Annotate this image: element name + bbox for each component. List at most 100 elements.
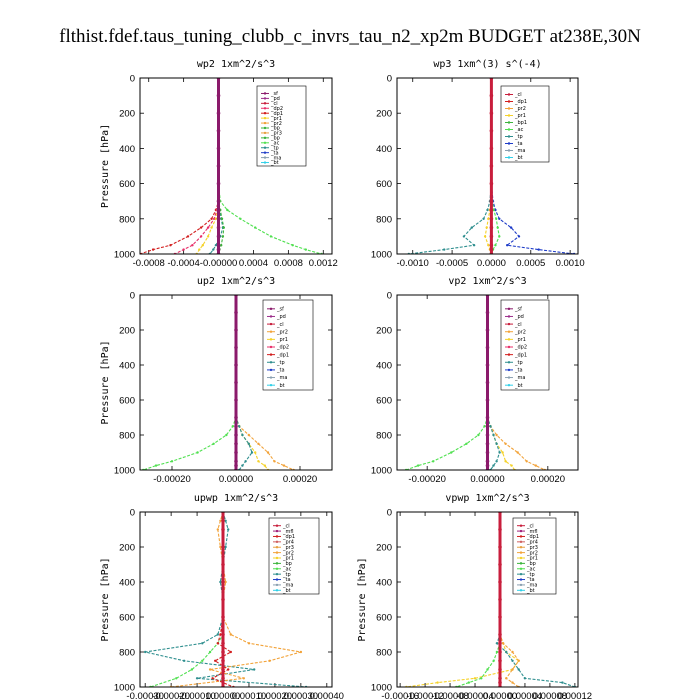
series-point-sf [216, 225, 221, 230]
series-point-sf [234, 433, 238, 437]
legend-marker [507, 128, 511, 131]
legend-label: _cl [270, 101, 278, 107]
legend-marker [507, 368, 511, 372]
series-point-ta [509, 226, 513, 229]
y-tick-label: 1000 [371, 250, 392, 261]
legend-marker [275, 562, 279, 565]
x-tick-label: 0.00000 [483, 691, 517, 700]
legend-label: _ta [282, 577, 291, 583]
series-point-pr2 [282, 464, 286, 467]
y-axis-label: Pressure [hPa] [357, 557, 368, 641]
series-point-tp [495, 642, 499, 645]
series-point-cl [221, 676, 225, 681]
series-point-ac [175, 677, 178, 680]
series-point-pr2 [257, 442, 260, 445]
x-tick-label: 0.00020 [258, 691, 292, 700]
series-point-tp [486, 208, 489, 212]
series-point-sf [485, 345, 490, 350]
series-point-pr1 [485, 226, 488, 229]
x-tick-label: 0.0010 [556, 258, 585, 269]
y-tick-label: 1000 [114, 683, 135, 694]
series-point-pr1 [501, 451, 504, 454]
legend-marker [519, 556, 523, 560]
series-point-cl [489, 225, 494, 230]
figure-title: flthist.fdef.taus_tuning_clubb_c_invrs_t… [59, 26, 641, 47]
x-tick-label: 0.0008 [274, 258, 303, 269]
series-point-cl [489, 234, 494, 239]
series-point-cl [221, 632, 225, 637]
series-point-tp [470, 226, 473, 229]
series-point-pr1 [201, 244, 204, 247]
series-point-tp [523, 677, 527, 680]
legend-label: _bp [270, 136, 280, 142]
legend-marker [269, 361, 273, 364]
series-point-ac [304, 248, 307, 251]
series-point-pr2 [229, 633, 232, 636]
series-point-sf [485, 424, 490, 429]
panel-3: up2 1xm^2/s^3 Pressure [hPa] 0 200 400 600 800… [100, 276, 333, 485]
series-point-tp [219, 580, 222, 584]
legend-label: _cl [282, 523, 290, 529]
series-line-pr1 [406, 512, 520, 687]
legend-marker [519, 583, 523, 587]
y-tick-label: 600 [376, 179, 392, 190]
legend-label: _ac [514, 127, 524, 133]
x-tick-label: -0.00020 [153, 474, 191, 485]
x-tick-label: 0.00000 [219, 474, 253, 485]
legend-label: _ac [270, 141, 280, 147]
legend: _cl_mfl_dp1_pr4_pr3_pr2_pr1_bp_ac_tp_ta_… [512, 517, 557, 595]
legend-label: _ta [270, 150, 279, 156]
series-point-ac [486, 668, 489, 671]
series-point-sf [485, 328, 490, 332]
series-point-tp [241, 464, 244, 467]
legend-marker [275, 567, 279, 570]
legend-label: _sf [514, 307, 522, 313]
series-group [140, 78, 323, 254]
x-tick-label: -0.00012 [406, 691, 444, 700]
series-point-pr2 [219, 545, 222, 549]
series-line-ac [150, 512, 224, 687]
series-point-sf [216, 208, 221, 212]
legend-marker [263, 92, 267, 95]
series-point-pr1 [473, 677, 477, 680]
panel-title: wp3 1xm^(3) s^(-4) [433, 59, 541, 70]
x-tick-label: 0.00030 [284, 691, 318, 700]
legend-label: _dp1 [270, 111, 283, 117]
legend-marker [263, 102, 267, 105]
x-tick-label: 0.00010 [232, 691, 266, 700]
series-point-pr2 [516, 451, 519, 454]
legend-label: _pr1 [526, 556, 538, 562]
series-point-tp [443, 248, 446, 251]
series-point-sf [485, 459, 490, 464]
series-point-pr2 [247, 433, 250, 437]
series-point-sf [234, 459, 238, 464]
series-point-tp [241, 433, 244, 437]
legend-marker [263, 112, 267, 115]
legend-marker [507, 142, 511, 145]
x-tick-label: 0.00040 [310, 691, 344, 700]
legend-marker [275, 535, 279, 538]
series-point-sf [485, 380, 490, 385]
legend-marker [507, 156, 511, 159]
legend-label: _bt [514, 383, 523, 389]
series-point-tp [482, 217, 485, 220]
y-tick-label: 800 [376, 431, 392, 442]
series-point-ta [506, 244, 509, 247]
x-tick-label: 0.0012 [309, 258, 338, 269]
series-point-tp [216, 633, 219, 636]
series-point-dp2 [206, 226, 210, 229]
series-point-tp [495, 442, 498, 445]
series-point-dp2 [182, 248, 185, 251]
legend-label: _tp [514, 134, 523, 140]
series-point-ac [496, 226, 499, 229]
legend-marker [507, 307, 511, 311]
legend-label: _pr1 [514, 337, 526, 343]
series-point-cl [221, 562, 225, 567]
series-point-pr1 [206, 235, 210, 238]
series-point-cl [489, 217, 494, 221]
legend-marker [269, 322, 273, 326]
legend-label: _bp [270, 126, 280, 132]
series-point-sf [234, 380, 238, 385]
x-tick-label: 0.00000 [470, 474, 504, 485]
legend-label: _pr1 [514, 113, 526, 119]
